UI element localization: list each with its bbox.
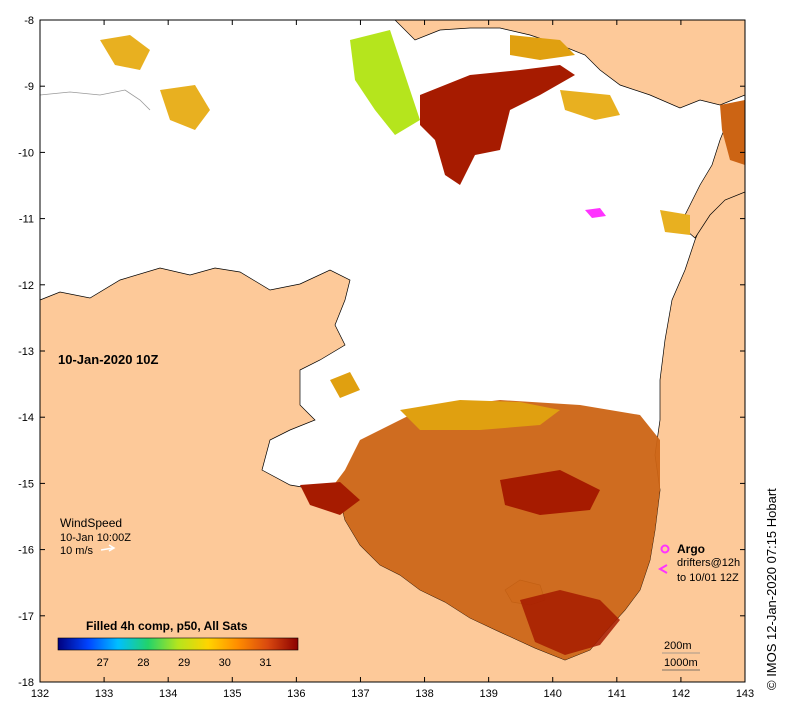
latitude-axis: -8 -9 -10 -11 -12 -13 -14 -15 -16 -17 -18 — [18, 15, 745, 689]
contour-1000m-label: 1000m — [664, 657, 698, 669]
lon-tick-label: 139 — [479, 688, 497, 700]
contour-200m-label: 200m — [664, 640, 692, 652]
colorbar-title: Filled 4h comp, p50, All Sats — [86, 619, 248, 633]
colorbar-legend: Filled 4h comp, p50, All Sats 27 28 29 30 31 — [57, 619, 299, 669]
lon-tick-label: 138 — [415, 688, 433, 700]
wind-scale: 10 m/s — [60, 545, 94, 557]
lon-tick-label: 135 — [223, 688, 241, 700]
drifter-track-icon — [657, 564, 668, 574]
lat-tick-label: -15 — [18, 478, 34, 490]
argo-label: Argo — [677, 542, 705, 556]
lon-tick-label: 132 — [31, 688, 49, 700]
lat-tick-label: -11 — [19, 214, 34, 226]
lat-tick-label: -18 — [18, 677, 34, 689]
colorbar — [57, 637, 299, 651]
contour-line — [39, 89, 151, 111]
wind-arrowhead-icon — [108, 544, 116, 552]
drifters-label: drifters@12h — [677, 557, 740, 569]
lat-tick-label: -12 — [18, 280, 34, 292]
lon-tick-label: 134 — [159, 688, 177, 700]
lon-tick-label: 133 — [95, 688, 113, 700]
argo-float-icon — [660, 544, 670, 554]
lon-tick-label: 140 — [544, 688, 562, 700]
wind-arrow-icon — [100, 547, 114, 551]
lon-tick-label: 143 — [736, 688, 754, 700]
argo-legend: Argo drifters@12h to 10/01 12Z — [657, 542, 740, 584]
land-new-guinea — [394, 19, 746, 109]
lon-tick-label: 136 — [287, 688, 305, 700]
colorbar-tick-label: 31 — [259, 657, 271, 669]
wind-time: 10-Jan 10:00Z — [60, 532, 131, 544]
sst-patches — [100, 30, 745, 660]
colorbar-tick-label: 27 — [97, 657, 109, 669]
lat-tick-label: -17 — [18, 611, 34, 623]
copyright-credit: © IMOS 12-Jan-2020 07:15 Hobart — [764, 488, 779, 690]
lat-tick-label: -9 — [24, 81, 34, 93]
colorbar-tick-label: 28 — [137, 657, 149, 669]
lat-tick-label: -10 — [18, 147, 34, 159]
date-label: 10-Jan-2020 10Z — [58, 352, 159, 367]
lon-tick-label: 137 — [351, 688, 369, 700]
wind-key: WindSpeed 10-Jan 10:00Z 10 m/s — [60, 516, 131, 557]
colorbar-ticks: 27 28 29 30 31 — [97, 657, 272, 669]
colorbar-tick-label: 30 — [219, 657, 231, 669]
longitude-axis: 132 133 134 135 136 137 138 139 140 141 142 143 — [31, 20, 754, 700]
lat-tick-label: -8 — [24, 15, 34, 27]
drifters-to-label: to 10/01 12Z — [677, 572, 739, 584]
lon-tick-label: 142 — [672, 688, 690, 700]
lon-tick-label: 141 — [608, 688, 626, 700]
colorbar-tick-label: 29 — [178, 657, 190, 669]
lat-tick-label: -16 — [18, 545, 34, 557]
lat-tick-label: -14 — [18, 412, 34, 424]
lat-tick-label: -13 — [18, 346, 34, 358]
wind-title: WindSpeed — [60, 516, 122, 530]
contour-legend: 200m 1000m — [662, 640, 700, 671]
